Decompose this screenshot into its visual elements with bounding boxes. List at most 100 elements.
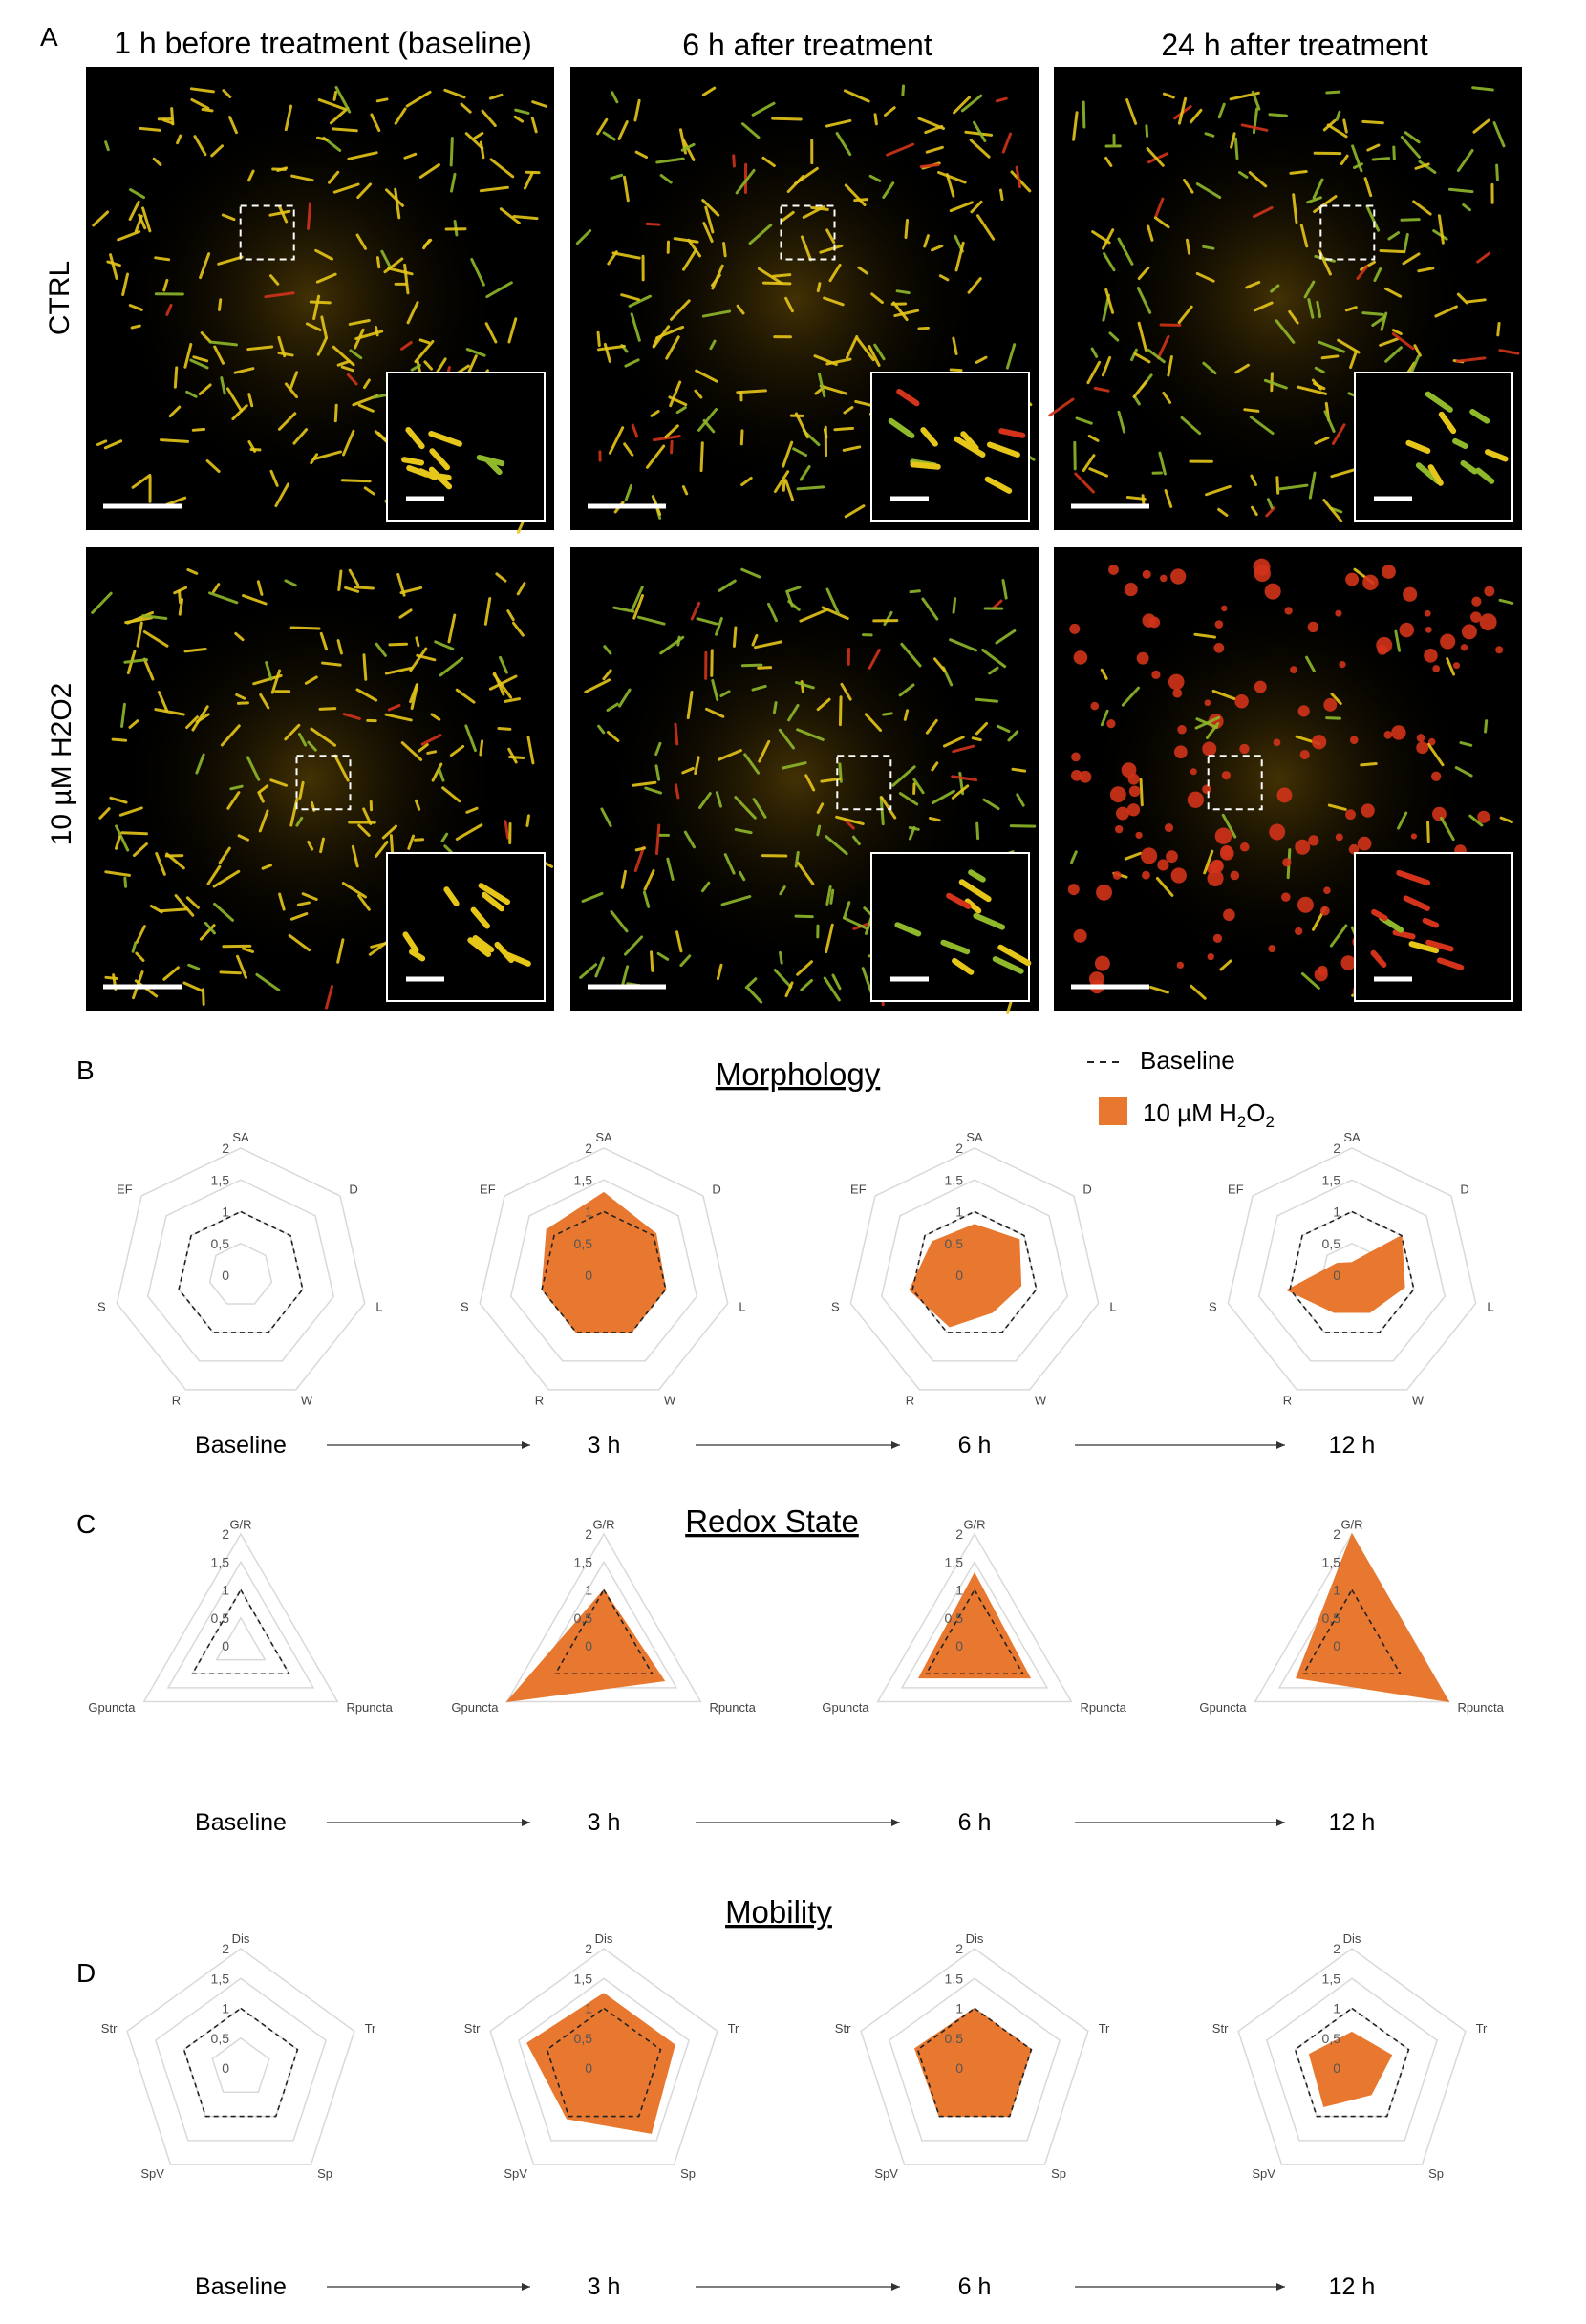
radar-axis-label: R (172, 1394, 181, 1408)
radar-chart: 0 0,5 1 1,5 2SA D L W R S EF (97, 1130, 383, 1408)
radar-axis-label: S (831, 1299, 840, 1313)
radar-tick-label: 0 (585, 2060, 592, 2076)
radar-chart: 0 0,5 1 1,5 2SA D L W R S EF (1209, 1130, 1494, 1408)
radar-tick-label: 0 (955, 1268, 963, 1283)
radar-axis-label: Sp (317, 2166, 332, 2181)
radar-axis-label: Dis (966, 1931, 984, 1946)
radar-axis-label: Str (101, 2021, 118, 2036)
radar-tick-label: 0,5 (574, 1610, 593, 1626)
radar-tick-label: 0 (1333, 1638, 1340, 1653)
micrograph (570, 547, 1039, 1014)
radar-grid-ring (880, 1179, 1069, 1362)
radar-grid-ring (1257, 1179, 1447, 1362)
section-title-redox: Redox State (685, 1503, 859, 1539)
radar-axis-label: W (1412, 1394, 1425, 1408)
radar-series-baseline (1289, 1210, 1415, 1333)
radar-axis-label: Tr (728, 2021, 739, 2036)
radar-tick-label: 2 (1333, 1526, 1340, 1542)
roi-box (1319, 204, 1376, 261)
timepoint-label: 6 h (958, 1432, 992, 1459)
radar-group-morphology: 00,511,52SADLWRSEFBaseline00,511,52SADLW… (97, 1130, 1494, 1459)
radar-axis-label: Rpuncta (1080, 1700, 1126, 1715)
timepoint-label: 12 h (1329, 2273, 1376, 2300)
radar-tick-label: 1 (222, 1205, 229, 1220)
radar-series-treatment (913, 2007, 1033, 2118)
radar-axis-label: G/R (963, 1517, 985, 1531)
radar-tick-label: 0 (585, 1638, 592, 1653)
radar-tick-label: 2 (585, 1141, 592, 1156)
radar-axis-label: Sp (1051, 2166, 1066, 2181)
radar-grid-ring (888, 1977, 1061, 2142)
column-title-6h: 6 h after treatment (682, 28, 932, 62)
timepoint-label: 12 h (1329, 1809, 1376, 1836)
radar-tick-label: 2 (222, 1141, 229, 1156)
radar-series-treatment (1296, 1532, 1450, 1703)
radar-tick-label: 1,5 (1322, 1554, 1341, 1569)
radar-axis-label: L (375, 1299, 382, 1313)
micrograph (1054, 547, 1522, 1011)
radar-tick-label: 1 (955, 2001, 963, 2016)
legend: Baseline 10 µM H2O2 (1087, 1046, 1275, 1131)
radar-tick-label: 2 (955, 1941, 963, 1956)
radar-axis-label: Dis (232, 1931, 250, 1946)
radar-grid-ring (1265, 1977, 1439, 2142)
radar-grid-ring (211, 2036, 270, 2094)
radar-axis-label: R (1283, 1394, 1292, 1408)
roi-box (1207, 755, 1263, 811)
radar-tick-label: 1,5 (945, 1172, 964, 1187)
radar-axis-label: Sp (1428, 2166, 1444, 2181)
radar-tick-label: 1 (222, 2001, 229, 2016)
timepoint-label: Baseline (195, 2273, 287, 2300)
column-title-24h: 24 h after treatment (1161, 28, 1427, 62)
radar-grid-ring (142, 1532, 339, 1703)
timepoint-label: 12 h (1329, 1432, 1376, 1459)
radar-series-baseline (553, 1588, 654, 1675)
radar-axis-label: Tr (1099, 2021, 1110, 2036)
radar-tick-label: 2 (585, 1941, 592, 1956)
radar-tick-label: 1,5 (211, 1554, 230, 1569)
radar-tick-label: 0,5 (211, 1610, 230, 1626)
radar-series-treatment (1308, 2031, 1393, 2108)
radar-tick-label: 2 (222, 1941, 229, 1956)
radar-tick-label: 2 (1333, 1941, 1340, 1956)
micrograph (570, 67, 1039, 530)
radar-tick-label: 1,5 (945, 1971, 964, 1986)
roi-box (836, 755, 892, 811)
radar-grid-ring (489, 1948, 718, 2165)
radar-axis-label: L (739, 1299, 745, 1313)
radar-axis-label: SpV (1252, 2166, 1275, 2181)
radar-tick-label: 0 (955, 2060, 963, 2076)
radar-charts: 00,511,52SADLWRSEFBaseline00,511,52SADLW… (88, 1130, 1504, 2300)
radar-series-treatment (526, 1993, 675, 2134)
radar-tick-label: 1 (585, 1583, 592, 1598)
radar-tick-label: 2 (222, 1526, 229, 1542)
radar-axis-label: W (301, 1394, 313, 1408)
radar-axis-label: Gpuncta (822, 1700, 869, 1715)
radar-grid-ring (479, 1147, 729, 1391)
radar-tick-label: 1 (1333, 1583, 1340, 1598)
radar-series-baseline (1301, 1588, 1403, 1675)
radar-axis-label: EF (480, 1183, 496, 1197)
radar-chart: 0 0,5 1 1,5 2G/R Rpuncta Gpuncta (88, 1517, 393, 1714)
radar-axis-label: Rpuncta (1457, 1700, 1504, 1715)
radar-grid-ring (116, 1147, 366, 1391)
zoom-inset (386, 852, 546, 1002)
radar-axis-label: Str (1212, 2021, 1229, 2036)
radar-axis-label: EF (117, 1183, 133, 1197)
radar-axis-label: SA (1343, 1130, 1361, 1144)
radar-axis-label: L (1109, 1299, 1116, 1313)
timepoint-label: 6 h (958, 1809, 992, 1836)
micrograph (86, 67, 554, 534)
radar-axis-label: Tr (365, 2021, 376, 2036)
legend-treatment-label: 10 µM H2O2 (1143, 1098, 1275, 1131)
radar-axis-label: Rpuncta (709, 1700, 756, 1715)
radar-grid-ring (849, 1147, 1100, 1391)
panel-letter-b: B (76, 1055, 95, 1085)
radar-tick-label: 2 (955, 1526, 963, 1542)
radar-chart: 0 0,5 1 1,5 2G/R Rpuncta Gpuncta (822, 1517, 1126, 1714)
radar-tick-label: 0 (222, 1268, 229, 1283)
radar-tick-label: 1,5 (211, 1172, 230, 1187)
